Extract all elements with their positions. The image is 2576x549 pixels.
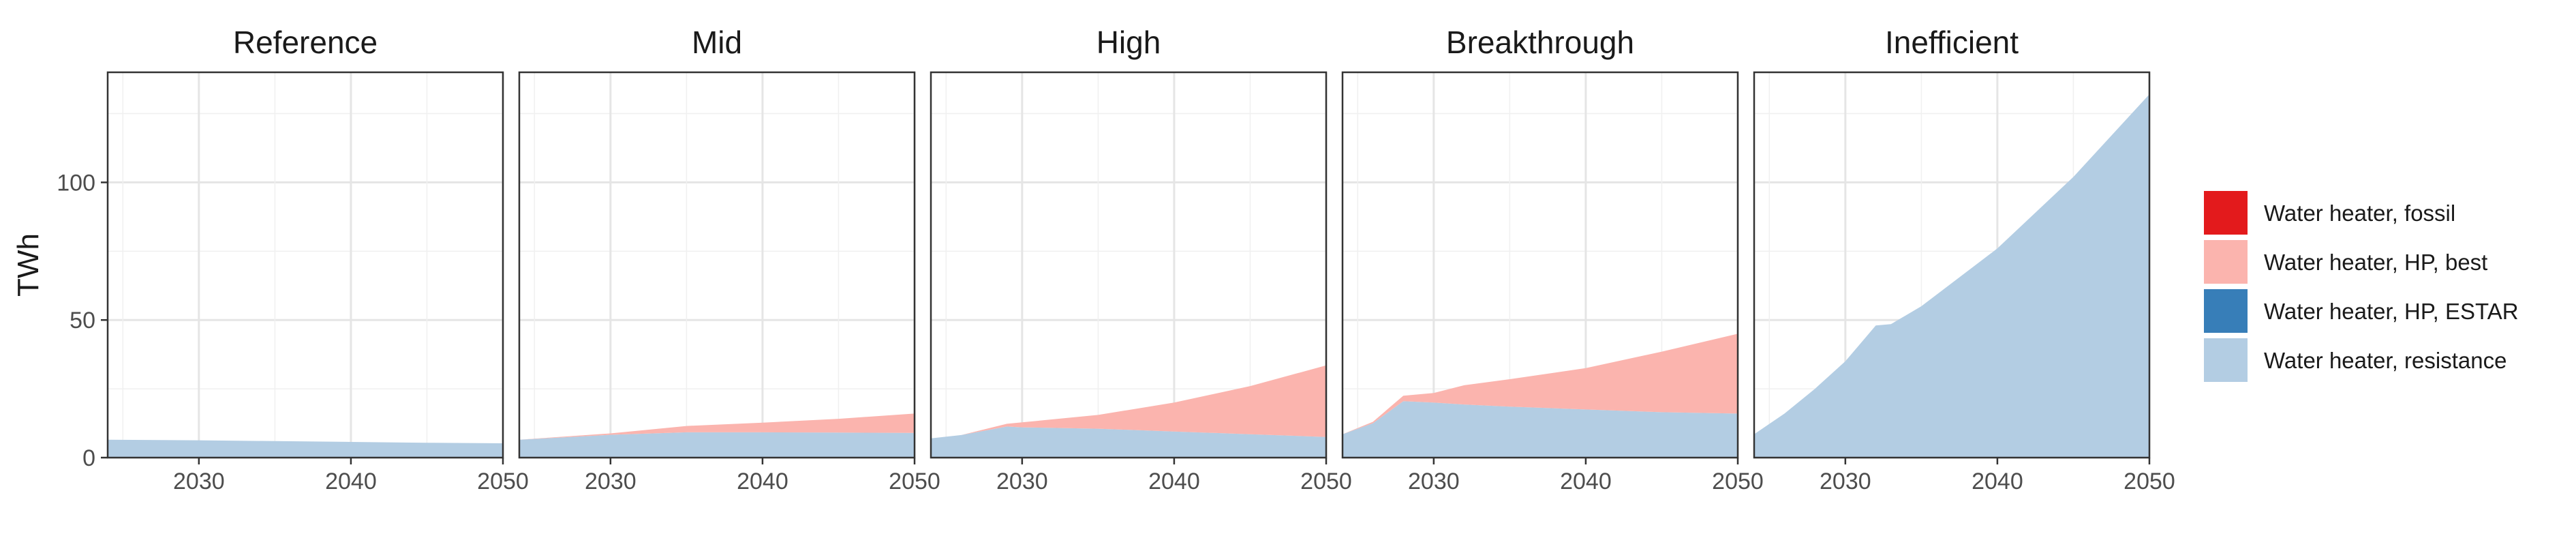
panel-title: Breakthrough	[1446, 25, 1634, 60]
area-water-heater-hp-best	[519, 413, 915, 440]
y-tick-label: 50	[70, 308, 95, 333]
legend-label: Water heater, HP, ESTAR	[2264, 299, 2519, 324]
legend-key	[2204, 240, 2248, 284]
x-tick-label: 2040	[1560, 469, 1612, 494]
x-tick-label: 2040	[737, 469, 788, 494]
panel-border	[1341, 71, 1739, 459]
panel-border	[106, 71, 504, 459]
area-water-heater-resistance	[519, 432, 915, 458]
legend-key	[2204, 338, 2248, 382]
x-tick-label: 2040	[325, 469, 377, 494]
legend-key	[2204, 289, 2248, 333]
y-axis-title: TWh	[12, 233, 45, 297]
x-tick-label: 2030	[996, 469, 1048, 494]
x-tick-label: 2030	[1820, 469, 1871, 494]
area-water-heater-resistance	[108, 439, 503, 458]
legend-label: Water heater, fossil	[2264, 201, 2455, 226]
area-water-heater-hp-best	[1343, 333, 1738, 434]
y-tick-label: 100	[57, 170, 95, 196]
x-tick-label: 2050	[889, 469, 940, 494]
x-tick-label: 2030	[173, 469, 225, 494]
panel-title: Reference	[233, 25, 378, 60]
x-tick-label: 2030	[585, 469, 637, 494]
panel-border	[1753, 71, 2151, 459]
area-water-heater-hp-best	[931, 365, 1326, 439]
panel-title: High	[1097, 25, 1161, 60]
legend-label: Water heater, HP, best	[2264, 250, 2487, 275]
x-tick-label: 2050	[2123, 469, 2175, 494]
panel-border	[930, 71, 1328, 459]
panel-border	[518, 71, 916, 459]
panel-background	[108, 72, 503, 458]
x-tick-label: 2050	[1300, 469, 1352, 494]
panel-title: Inefficient	[1885, 25, 2019, 60]
x-tick-label: 2040	[1148, 469, 1200, 494]
panel-background	[519, 72, 915, 458]
x-tick-label: 2050	[1712, 469, 1764, 494]
x-tick-label: 2040	[1972, 469, 2023, 494]
panel-title: Mid	[692, 25, 742, 60]
legend-label: Water heater, resistance	[2264, 348, 2506, 373]
legend-key	[2204, 191, 2248, 235]
area-water-heater-resistance	[1754, 94, 2149, 458]
x-tick-label: 2050	[477, 469, 529, 494]
x-tick-label: 2030	[1408, 469, 1460, 494]
area-water-heater-resistance	[1343, 401, 1738, 458]
area-water-heater-resistance	[931, 426, 1326, 458]
y-tick-label: 0	[82, 445, 95, 471]
